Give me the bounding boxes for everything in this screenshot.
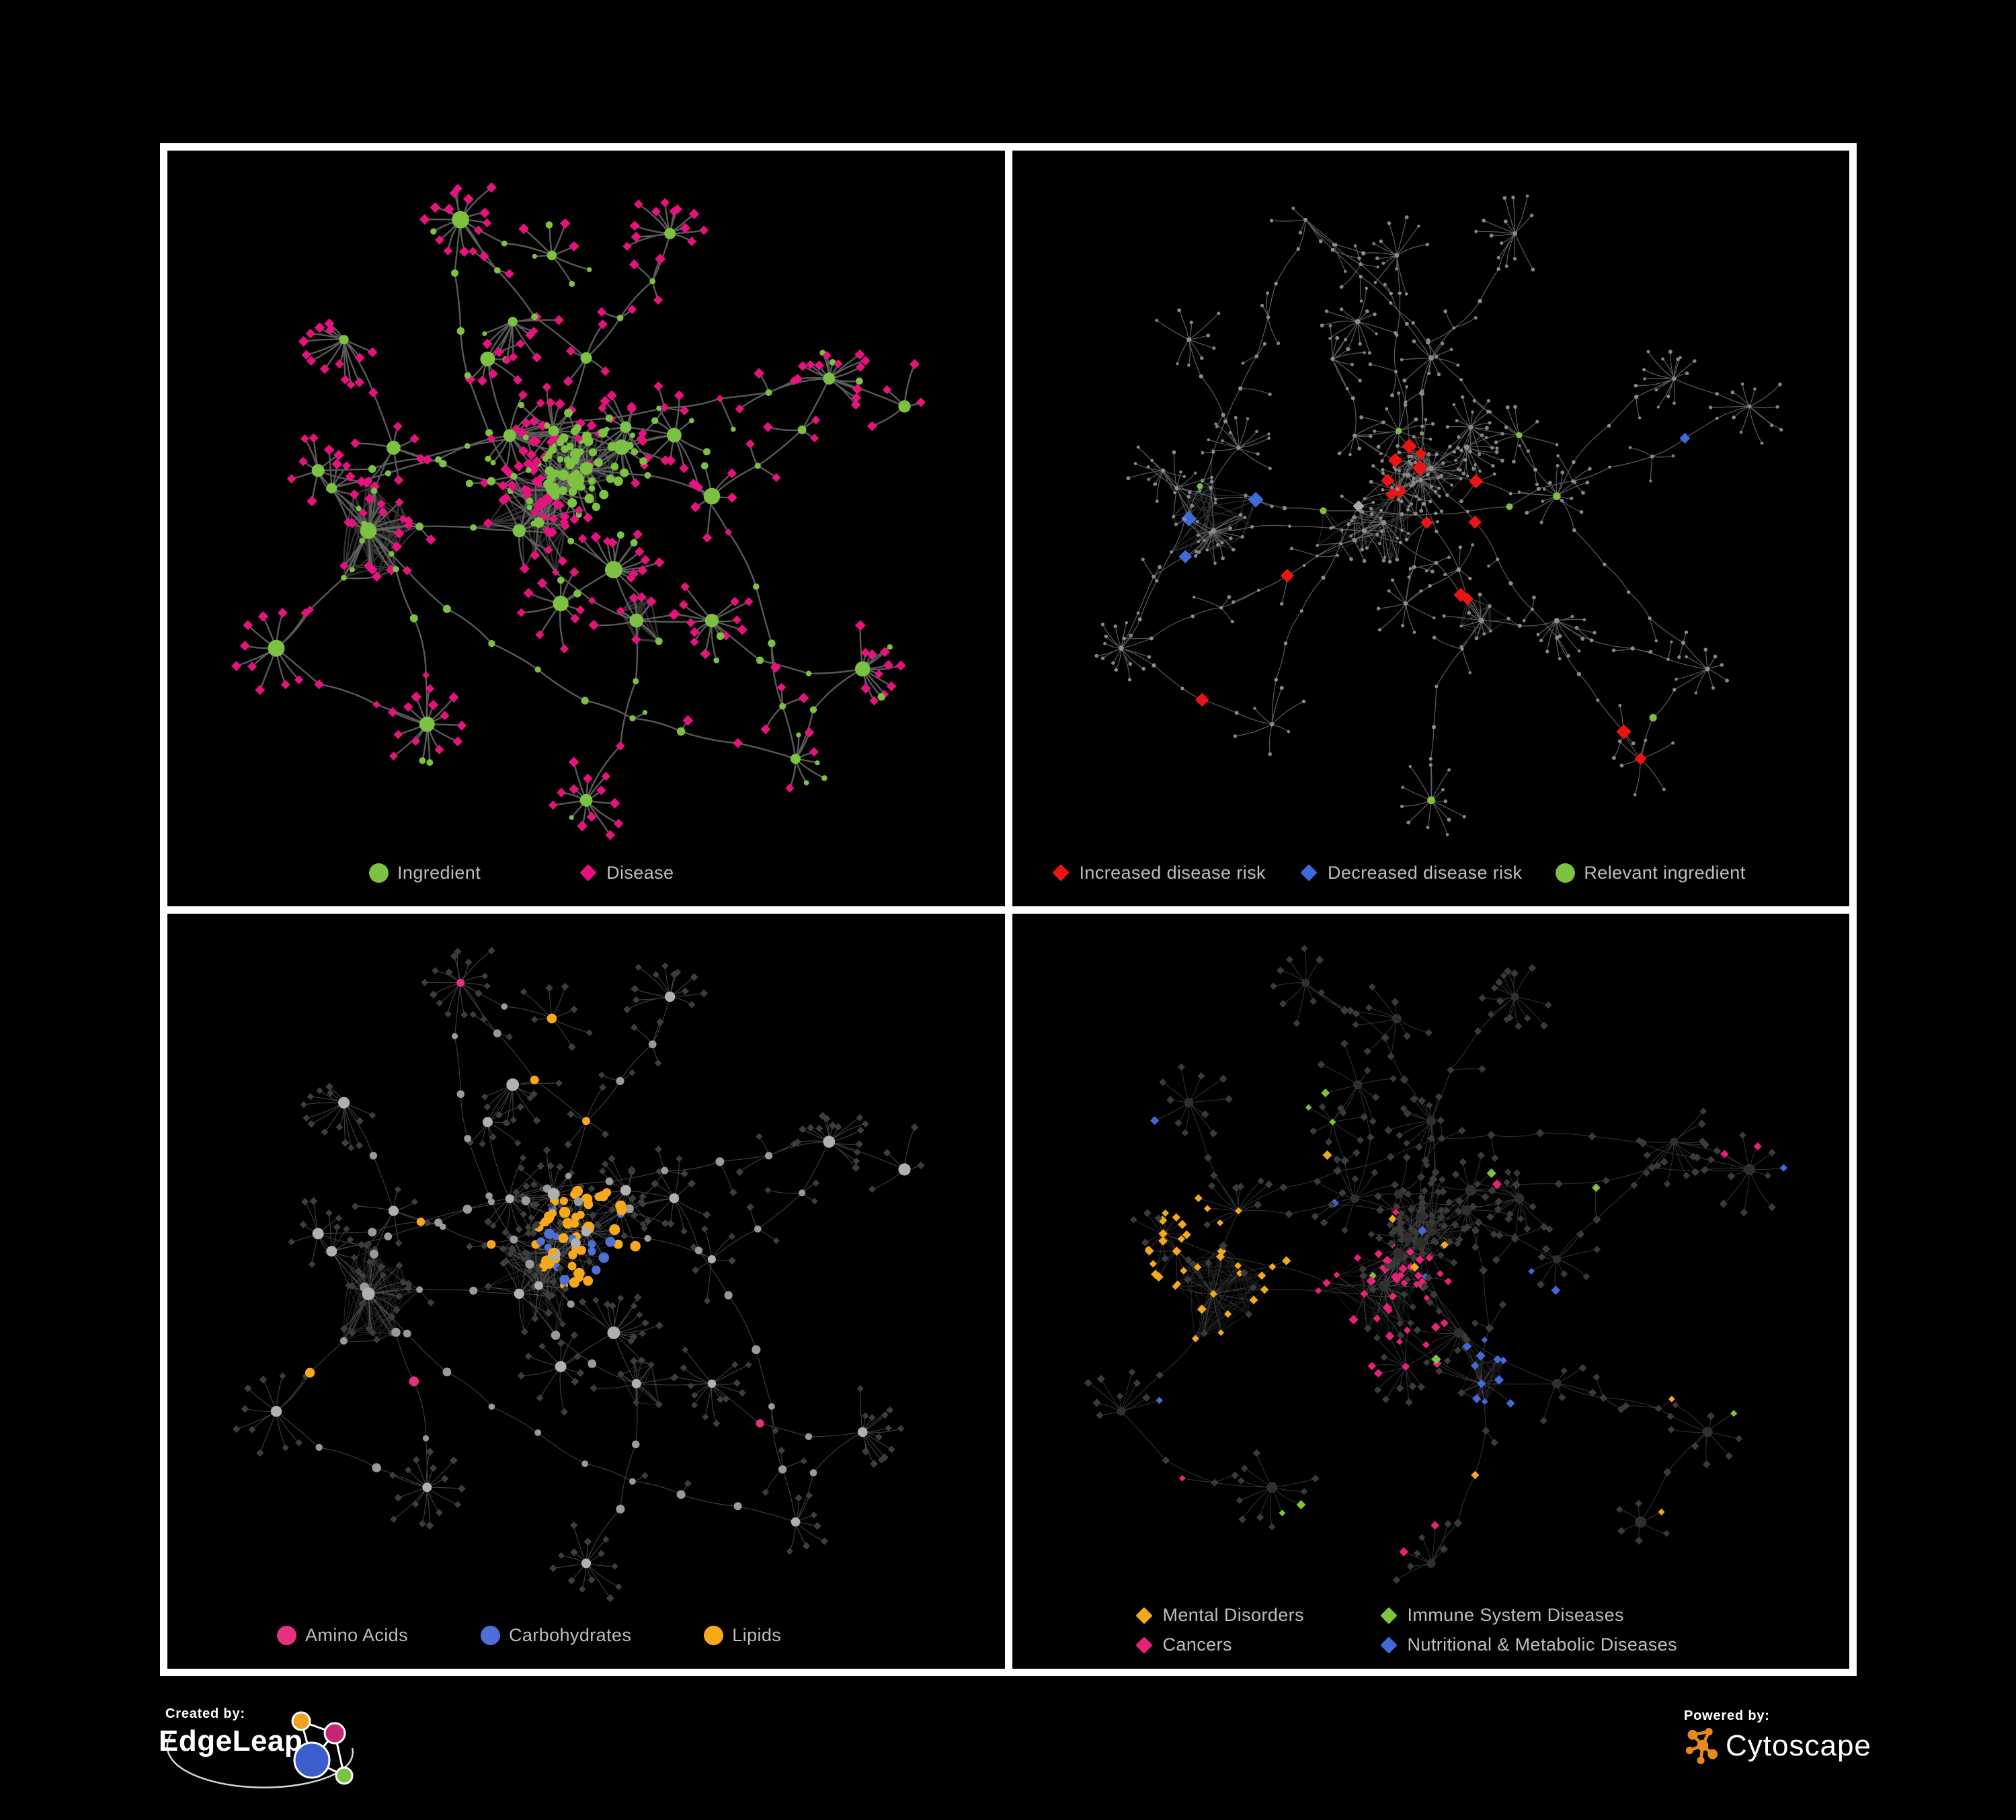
legend-label: Lipids bbox=[732, 1625, 782, 1645]
figure-grid: Ingredient Disease Increased disease risk… bbox=[160, 143, 1857, 1676]
legend-label: Nutritional & Metabolic Diseases bbox=[1407, 1634, 1677, 1655]
legend-disease-categories: Mental Disorders Immune System Diseases Ca… bbox=[1012, 1605, 1850, 1655]
legend-label: Relevant ingredient bbox=[1584, 862, 1746, 883]
legend-label: Carbohydrates bbox=[508, 1625, 632, 1645]
legend-disease-risk: Increased disease risk Decreased disease … bbox=[1012, 863, 1850, 883]
legend-item: Amino Acids bbox=[277, 1625, 408, 1646]
panel-ingredient-disease-network: Ingredient Disease bbox=[167, 151, 1005, 906]
legend-item: Lipids bbox=[704, 1625, 781, 1646]
network-graph-macronutrients bbox=[232, 946, 925, 1602]
legend-label: Cancers bbox=[1162, 1634, 1232, 1655]
circle-swatch bbox=[277, 1626, 296, 1645]
legend-label: Mental Disorders bbox=[1162, 1605, 1304, 1625]
legend-item: Relevant ingredient bbox=[1556, 863, 1745, 883]
diamond-swatch bbox=[1051, 863, 1071, 883]
legend-ingredient-disease: Ingredient Disease bbox=[167, 863, 1005, 883]
created-by-label: Created by: bbox=[165, 1706, 245, 1721]
network-graph-ingredient-disease bbox=[231, 182, 926, 840]
legend-item: Cancers bbox=[1135, 1634, 1379, 1655]
diamond-swatch bbox=[1299, 863, 1319, 883]
legend-label: Amino Acids bbox=[305, 1625, 408, 1645]
legend-label: Increased disease risk bbox=[1079, 862, 1266, 883]
legend-item: Carbohydrates bbox=[480, 1625, 632, 1646]
diamond-swatch bbox=[578, 863, 598, 883]
legend-item: Mental Disorders bbox=[1135, 1605, 1379, 1626]
network-graph-disease-categories bbox=[1084, 944, 1787, 1584]
legend-item: Ingredient bbox=[369, 863, 481, 883]
powered-by-label: Powered by: bbox=[1684, 1708, 1770, 1723]
legend-macronutrients: Amino Acids Carbohydrates Lipids bbox=[167, 1625, 1005, 1646]
legend-label: Ingredient bbox=[397, 862, 481, 883]
legend-item: Increased disease risk bbox=[1051, 863, 1266, 883]
diamond-swatch bbox=[1135, 1606, 1154, 1625]
network-graph-disease-risk bbox=[1094, 194, 1783, 836]
circle-swatch bbox=[369, 863, 389, 883]
panel-disease-category-network: Mental Disorders Immune System Diseases Ca… bbox=[1012, 913, 1850, 1669]
diamond-swatch bbox=[1379, 1635, 1399, 1655]
legend-item: Immune System Diseases bbox=[1379, 1605, 1850, 1626]
panel-disease-risk-network: Increased disease risk Decreased disease … bbox=[1012, 151, 1850, 906]
diamond-swatch bbox=[1135, 1635, 1154, 1655]
cytoscape-logo-text: Cytoscape bbox=[1726, 1729, 1871, 1762]
circle-swatch bbox=[480, 1626, 500, 1645]
diamond-swatch bbox=[1379, 1606, 1399, 1625]
legend-item: Disease bbox=[578, 863, 674, 883]
cytoscape-credit: Powered by: Cytoscape bbox=[1684, 1708, 1966, 1789]
legend-item: Decreased disease risk bbox=[1299, 863, 1522, 883]
legend-item: Nutritional & Metabolic Diseases bbox=[1379, 1634, 1850, 1655]
edgeleap-logo-text: EdgeLeap bbox=[159, 1725, 303, 1757]
circle-swatch bbox=[1556, 863, 1576, 883]
panel-macronutrient-network: Amino Acids Carbohydrates Lipids bbox=[167, 913, 1005, 1669]
legend-label: Disease bbox=[606, 862, 674, 883]
legend-label: Immune System Diseases bbox=[1407, 1605, 1624, 1625]
legend-label: Decreased disease risk bbox=[1327, 862, 1523, 883]
cytoscape-logo-icon bbox=[1685, 1728, 1718, 1764]
edgeleap-credit: Created by: EdgeLeap bbox=[159, 1706, 367, 1801]
circle-swatch bbox=[704, 1626, 724, 1645]
